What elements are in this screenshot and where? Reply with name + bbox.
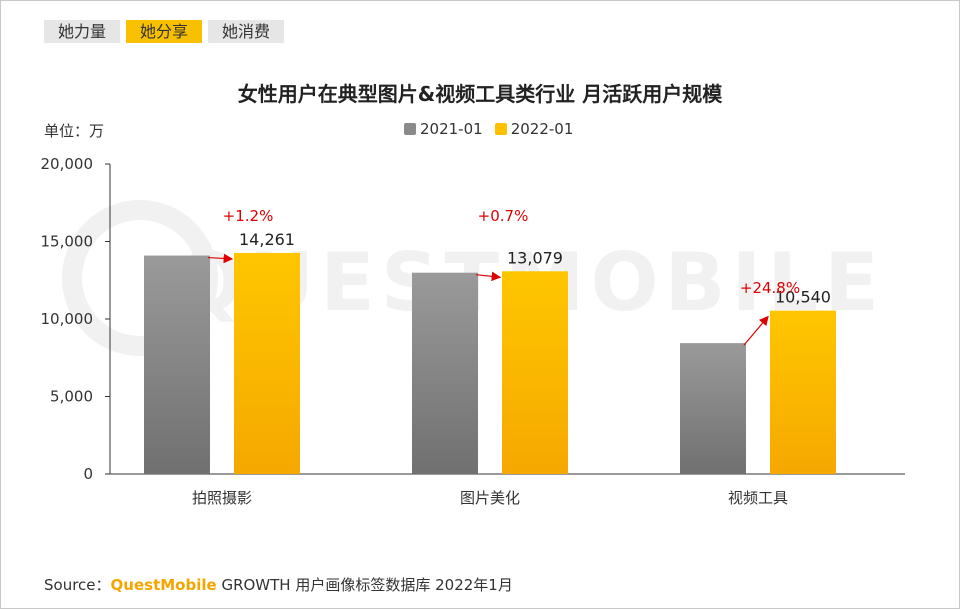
- bar-2021-01-0: [144, 255, 210, 474]
- x-tick-label: 图片美化: [460, 489, 520, 507]
- bar-2022-01-2: [770, 310, 836, 474]
- data-label: 13,079: [507, 248, 563, 267]
- x-tick-label: 拍照摄影: [192, 489, 252, 507]
- data-label: 14,261: [239, 230, 295, 249]
- chart-legend: 2021-01 2022-01: [404, 120, 573, 138]
- legend-label-2022: 2022-01: [510, 120, 574, 138]
- tab-bar: 她力量 她分享 她消费: [44, 20, 285, 43]
- tab-she-power[interactable]: 她力量: [44, 20, 121, 43]
- growth-arrow: [475, 271, 502, 282]
- tab-she-share[interactable]: 她分享: [126, 20, 203, 43]
- growth-label: +0.7%: [478, 207, 529, 225]
- y-tick-label: 10,000: [41, 310, 94, 328]
- legend-item-2021: 2021-01: [404, 120, 483, 138]
- growth-label: +1.2%: [223, 207, 274, 225]
- unit-label: 单位：万: [44, 122, 105, 140]
- growth-arrow: [207, 253, 234, 264]
- source-detail: GROWTH 用户画像标签数据库 2022年1月: [216, 576, 513, 594]
- data-label: 10,540: [775, 288, 831, 307]
- y-tick-label: 0: [83, 465, 93, 483]
- legend-label-2021: 2021-01: [420, 120, 483, 138]
- bar-2021-01-2: [680, 343, 746, 474]
- legend-swatch-2022: [494, 123, 507, 135]
- y-tick-label: 5,000: [50, 388, 93, 406]
- y-tick-label: 20,000: [41, 155, 94, 173]
- x-tick-label: 视频工具: [728, 489, 788, 507]
- source-label: Source：: [44, 576, 111, 594]
- brand-logo-text: QuestMobile: [110, 576, 217, 594]
- bar-2022-01-0: [234, 252, 300, 474]
- bar-2021-01-1: [412, 272, 478, 474]
- source-footer: Source：QuestMobile GROWTH 用户画像标签数据库 2022…: [44, 574, 513, 595]
- bar-2022-01-1: [502, 271, 568, 474]
- legend-swatch-2021: [404, 123, 416, 135]
- legend-item-2022: 2022-01: [494, 120, 574, 138]
- growth-label: +24.8%: [740, 279, 800, 297]
- y-tick-label: 15,000: [41, 233, 94, 251]
- growth-arrow: [743, 315, 769, 346]
- chart-title: 女性用户在典型图片&视频工具类行业 月活跃用户规模: [237, 82, 723, 106]
- tab-she-consume[interactable]: 她消费: [208, 20, 285, 43]
